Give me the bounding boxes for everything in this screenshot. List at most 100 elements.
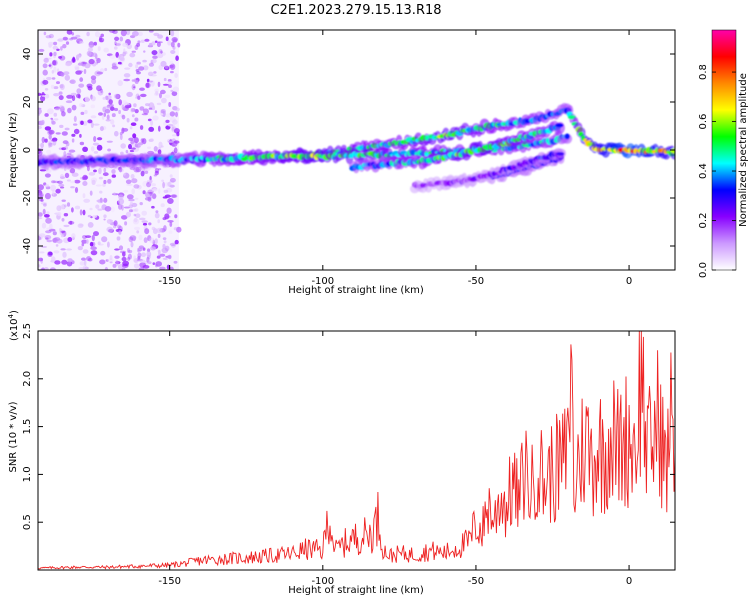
noise-blob xyxy=(175,55,179,61)
noise-blob xyxy=(42,208,46,215)
noise-blob xyxy=(133,137,139,144)
noise-blob xyxy=(128,143,132,150)
noise-blob xyxy=(156,255,161,259)
noise-blob xyxy=(45,35,52,39)
noise-blob xyxy=(61,218,65,222)
noise-blob xyxy=(135,64,139,69)
noise-blob xyxy=(73,115,77,122)
noise-blob xyxy=(118,194,124,200)
noise-blob xyxy=(66,94,73,99)
noise-blob xyxy=(149,180,152,185)
noise-blob xyxy=(71,133,76,137)
noise-blob xyxy=(53,86,59,90)
noise-blob xyxy=(115,93,121,100)
noise-blob xyxy=(98,167,102,175)
snr-y-tick-label: 2.5 xyxy=(22,323,33,339)
noise-blob xyxy=(59,228,62,232)
snr-y-tick-label: 1.0 xyxy=(22,466,33,482)
noise-blob xyxy=(82,181,88,186)
noise-blob xyxy=(143,50,146,53)
noise-blob xyxy=(142,180,148,187)
snr-x-tick-label: 0 xyxy=(626,576,632,587)
noise-blob xyxy=(59,84,64,89)
noise-blob xyxy=(131,114,135,118)
noise-blob xyxy=(48,142,51,148)
noise-blob xyxy=(56,205,62,212)
noise-blob xyxy=(43,31,47,36)
noise-blob xyxy=(103,214,107,218)
noise-blob xyxy=(103,47,109,53)
noise-blob xyxy=(78,83,85,88)
noise-blob xyxy=(111,62,118,68)
noise-blob xyxy=(168,230,173,234)
noise-blob xyxy=(123,172,130,179)
spectrogram-x-tick-label: -150 xyxy=(158,276,181,287)
noise-blob xyxy=(138,267,145,270)
noise-blob xyxy=(165,36,169,42)
noise-blob xyxy=(173,140,180,144)
noise-blob xyxy=(55,132,61,135)
noise-blob xyxy=(162,257,169,260)
noise-blob xyxy=(171,91,178,97)
noise-blob xyxy=(52,140,57,146)
noise-blob xyxy=(116,40,122,47)
noise-blob xyxy=(107,229,114,233)
noise-blob xyxy=(136,184,142,190)
noise-blob xyxy=(90,250,98,256)
noise-blob xyxy=(146,78,150,83)
noise-blob xyxy=(123,73,131,78)
noise-blob xyxy=(129,202,134,205)
noise-blob xyxy=(167,123,174,127)
noise-blob xyxy=(46,227,52,230)
noise-blob xyxy=(47,108,54,115)
noise-blob xyxy=(79,223,84,227)
noise-blob xyxy=(175,111,178,118)
noise-blob xyxy=(82,174,88,181)
noise-blob xyxy=(114,255,120,259)
noise-blob xyxy=(44,192,51,200)
noise-blob xyxy=(44,113,49,117)
noise-blob xyxy=(169,266,174,270)
noise-blob xyxy=(113,93,120,99)
noise-blob xyxy=(161,179,165,182)
noise-blob xyxy=(84,96,90,103)
noise-blob xyxy=(90,146,95,152)
noise-blob xyxy=(177,42,181,48)
noise-blob xyxy=(85,239,89,244)
snr-x-axis-label: Height of straight line (km) xyxy=(288,585,424,596)
noise-blob xyxy=(86,50,92,57)
noise-blob xyxy=(139,87,145,91)
noise-blob xyxy=(63,224,70,228)
noise-blob xyxy=(148,62,155,67)
noise-blob xyxy=(134,208,139,212)
noise-blob xyxy=(40,142,44,148)
noise-blob xyxy=(42,63,48,69)
noise-blob xyxy=(112,263,117,268)
noise-blob xyxy=(148,42,153,47)
noise-blob xyxy=(130,122,137,126)
noise-blob xyxy=(140,259,146,264)
noise-blob xyxy=(148,222,152,226)
noise-blob xyxy=(98,243,104,246)
snr-frame xyxy=(37,330,676,571)
noise-blob xyxy=(156,102,162,106)
noise-blob xyxy=(64,127,70,131)
noise-blob xyxy=(151,50,158,56)
snr-x-tick-label: -100 xyxy=(311,576,334,587)
noise-blob xyxy=(111,65,119,70)
noise-blob xyxy=(48,41,54,46)
noise-blob xyxy=(116,236,121,241)
noise-blob xyxy=(77,246,83,251)
noise-blob xyxy=(169,242,177,246)
noise-blob xyxy=(133,86,136,89)
noise-blob xyxy=(138,245,144,249)
noise-blob xyxy=(50,117,53,120)
noise-blob xyxy=(140,93,147,98)
noise-blob xyxy=(176,226,182,233)
noise-blob xyxy=(176,132,180,137)
noise-blob xyxy=(53,237,61,242)
noise-blob xyxy=(129,235,137,241)
noise-blob xyxy=(141,252,146,257)
noise-blob xyxy=(66,202,71,207)
noise-blob xyxy=(40,198,44,202)
